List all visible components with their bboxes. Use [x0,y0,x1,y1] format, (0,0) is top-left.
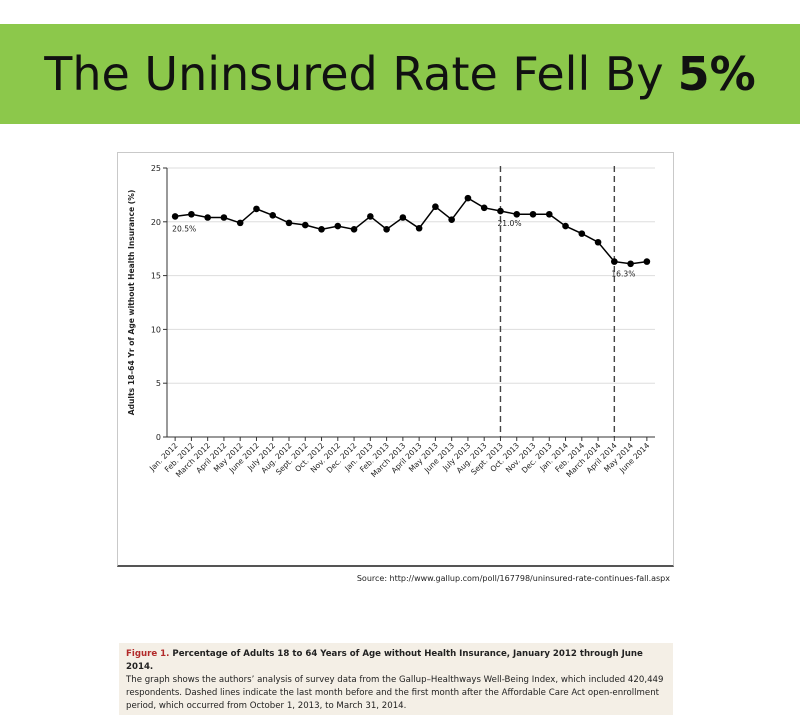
data-point [269,212,277,219]
line-chart: 0 5 10 15 20 25 Adults 18–64 Yr of Age without… [127,164,655,479]
data-point [188,210,195,218]
data-point [367,213,374,220]
y-axis-label: Adults 18–64 Yr of Age without Health In… [127,190,136,416]
data-point [611,258,618,265]
figure-panel: 0 5 10 15 20 25 Adults 18–64 Yr of Age without… [117,152,674,715]
y-tick-label: 15 [151,272,161,281]
data-point [627,260,634,268]
data-point [301,221,309,229]
data-point [545,210,553,218]
data-point [497,207,504,215]
slide-title-main: The Uninsured Rate Fell By [44,47,664,101]
data-point [399,214,407,221]
data-point [594,238,602,246]
data-point [220,214,228,221]
data-point [415,224,423,232]
data-point [513,210,521,218]
data-point [383,226,390,233]
source-note: Source: http://www.gallup.com/poll/16779… [356,574,670,583]
data-point [464,194,472,202]
y-tick-label: 5 [156,379,161,388]
caption-heading-line: Figure 1. Percentage of Adults 18 to 64 … [126,648,666,674]
caption-heading: Percentage of Adults 18 to 64 Years of A… [126,649,643,672]
data-point [448,216,455,223]
data-label: 20.5% [172,224,196,233]
y-tick-label: 10 [151,325,161,334]
data-point [432,203,439,211]
y-tick-label: 0 [156,433,161,442]
figure-caption: Figure 1. Percentage of Adults 18 to 64 … [119,643,673,715]
data-point [350,226,358,233]
figure-label: Figure 1. [126,649,170,659]
slide-title: The Uninsured Rate Fell By 5% [0,24,800,124]
data-point [318,226,325,233]
caption-body: The graph shows the authors’ analysis of… [126,675,664,711]
data-label: 21.0% [497,219,521,228]
data-point [171,213,179,220]
data-label: 16.3% [611,270,635,279]
y-tick-label: 25 [151,164,161,173]
data-point [236,219,244,227]
data-point [480,204,488,212]
title-banner [0,24,800,124]
data-point [204,214,211,221]
data-point [643,258,651,265]
data-point [253,205,260,213]
slide-title-emphasis: 5% [677,47,756,101]
y-tick-label: 20 [151,218,161,227]
data-point [578,230,586,237]
data-point [285,219,293,227]
series-line [175,197,648,265]
data-point [334,222,342,230]
data-point [529,210,537,218]
data-point [562,222,569,230]
